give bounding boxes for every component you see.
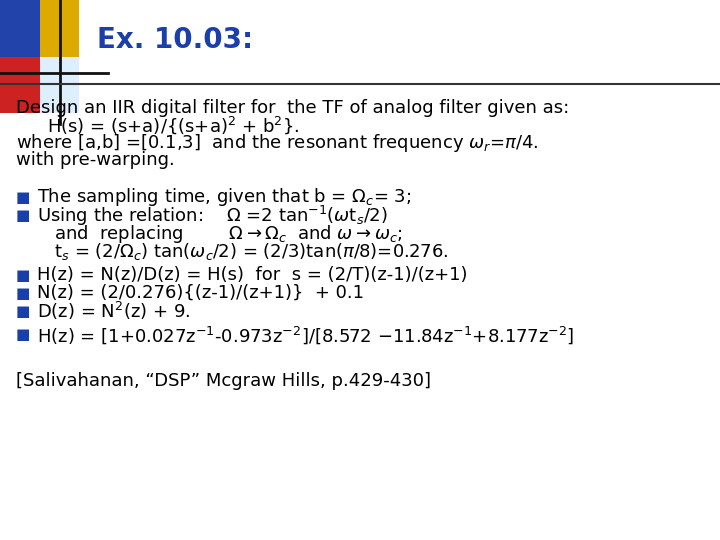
Text: D(z) = N$^2$(z) + 9.: D(z) = N$^2$(z) + 9.: [37, 300, 191, 322]
Text: The sampling time, given that b = $\Omega_c$= 3;: The sampling time, given that b = $\Omeg…: [37, 186, 412, 208]
Text: ■: ■: [16, 268, 30, 283]
Text: and  replacing        $\Omega$$\rightarrow$$\Omega_c$  and $\omega$$\rightarrow$: and replacing $\Omega$$\rightarrow$$\Ome…: [54, 223, 402, 245]
Text: H(z) = N(z)/D(z) = H(s)  for  s = (2/T)(z-1)/(z+1): H(z) = N(z)/D(z) = H(s) for s = (2/T)(z-…: [37, 266, 468, 285]
Text: ■: ■: [16, 208, 30, 224]
Text: ■: ■: [16, 286, 30, 301]
Bar: [0, 0, 40, 57]
Bar: [40, 57, 79, 113]
Text: H(s) = (s+a)/{(s+a)$^2$ + b$^2$}.: H(s) = (s+a)/{(s+a)$^2$ + b$^2$}.: [47, 114, 300, 136]
Text: Using the relation:    $\Omega$ =2 tan$^{-1}$($\omega$t$_s$/2): Using the relation: $\Omega$ =2 tan$^{-1…: [37, 204, 388, 228]
Text: N(z) = (2/0.276){(z-1)/(z+1)}  + 0.1: N(z) = (2/0.276){(z-1)/(z+1)} + 0.1: [37, 284, 364, 302]
Text: ■: ■: [16, 303, 30, 319]
Text: [Salivahanan, “DSP” Mcgraw Hills, p.429-430]: [Salivahanan, “DSP” Mcgraw Hills, p.429-…: [16, 372, 431, 390]
Bar: [40, 0, 79, 57]
Text: with pre-warping.: with pre-warping.: [16, 151, 174, 169]
Bar: [0, 57, 40, 113]
Text: t$_s$ = (2/$\Omega_c$) tan($\omega_c$/2) = (2/3)tan($\pi$/8)=0.276.: t$_s$ = (2/$\Omega_c$) tan($\omega_c$/2)…: [54, 241, 449, 262]
Text: where [a,b] =[0.1,3]  and the resonant frequency $\omega_r$=$\pi$/4.: where [a,b] =[0.1,3] and the resonant fr…: [16, 132, 539, 153]
Text: ■: ■: [16, 327, 30, 342]
Text: ■: ■: [16, 190, 30, 205]
Text: H(z) = [1+0.027z$^{-1}$-0.973z$^{-2}$]/[8.572 $-$11.84z$^{-1}$+8.177z$^{-2}$]: H(z) = [1+0.027z$^{-1}$-0.973z$^{-2}$]/[…: [37, 324, 575, 346]
Text: Ex. 10.03:: Ex. 10.03:: [97, 26, 253, 55]
Text: Design an IIR digital filter for  the TF of analog filter given as:: Design an IIR digital filter for the TF …: [16, 99, 569, 117]
